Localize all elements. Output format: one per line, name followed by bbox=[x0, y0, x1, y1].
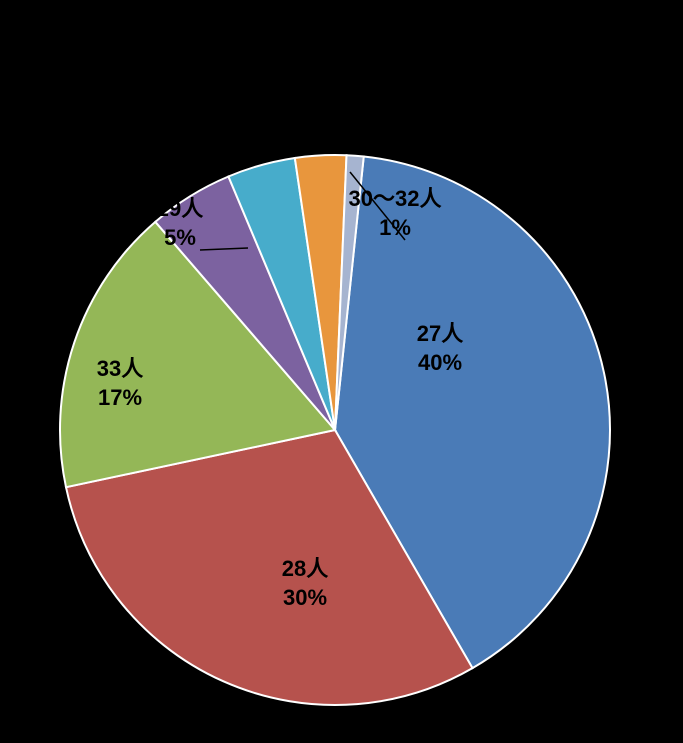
pie-slice-label: 29人5% bbox=[157, 195, 203, 252]
slice-label-text: 28人 bbox=[282, 555, 328, 584]
slice-label-text: 33人 bbox=[97, 355, 143, 384]
slice-pct-text: 17% bbox=[97, 384, 143, 413]
slice-pct-text: 40% bbox=[417, 349, 463, 378]
slice-label-text: 27人 bbox=[417, 320, 463, 349]
pie-slice-label: 30～32人1% bbox=[349, 185, 442, 242]
slice-pct-text: 30% bbox=[282, 584, 328, 613]
slice-label-text: 30～32人 bbox=[349, 185, 442, 214]
pie-slice-label: 27人40% bbox=[417, 320, 463, 377]
pie-slice-label: 33人17% bbox=[97, 355, 143, 412]
slice-pct-text: 5% bbox=[157, 224, 203, 253]
pie-chart: 27人40% 28人30% 33人17% 29人5% 30～32人1% bbox=[0, 0, 683, 743]
slice-pct-text: 1% bbox=[349, 214, 442, 243]
slice-label-text: 29人 bbox=[157, 195, 203, 224]
pie-slice-label: 28人30% bbox=[282, 555, 328, 612]
